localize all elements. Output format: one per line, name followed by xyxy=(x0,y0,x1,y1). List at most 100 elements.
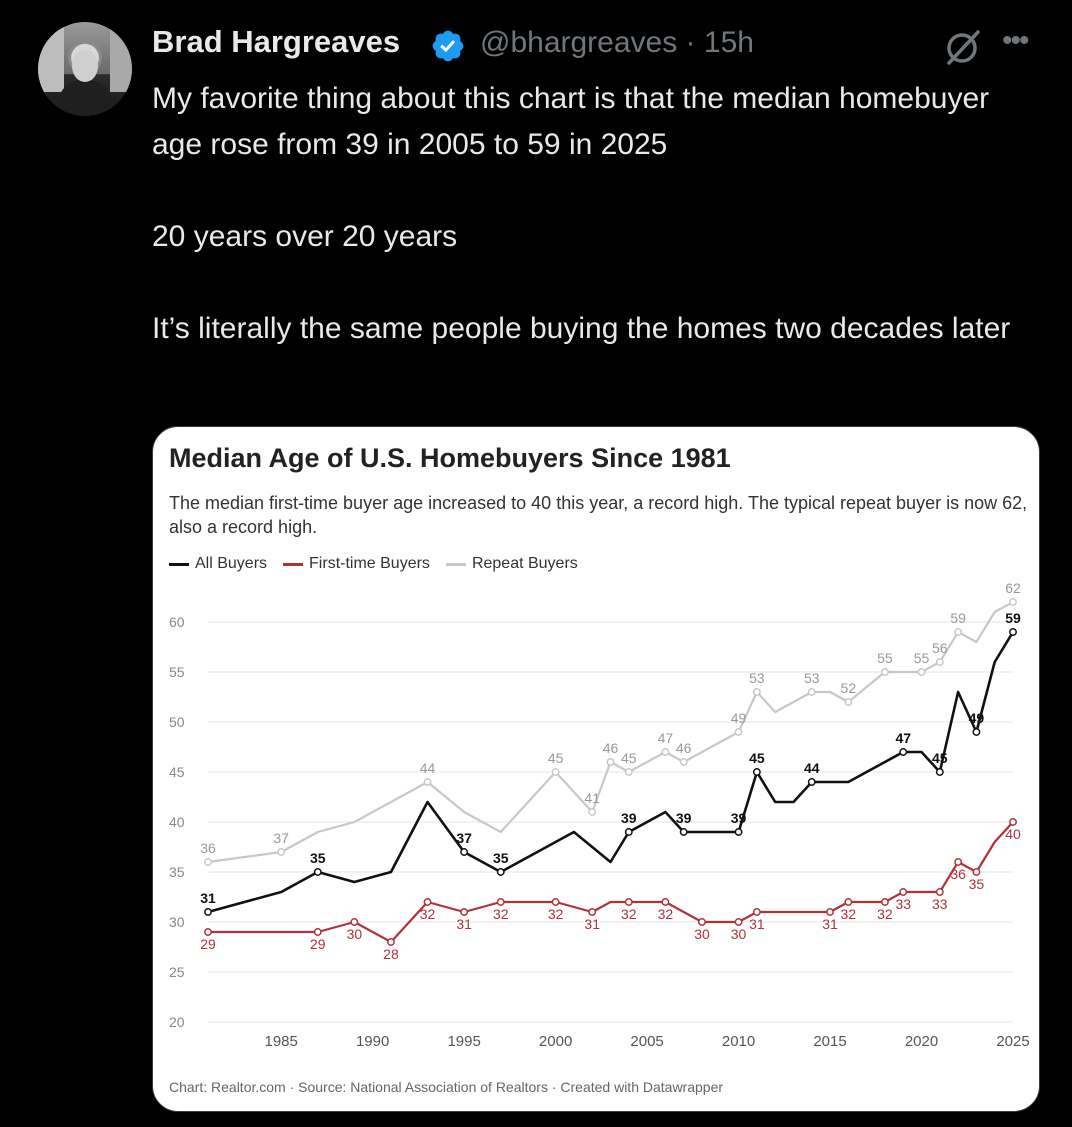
chart-title: Median Age of U.S. Homebuyers Since 1981 xyxy=(169,443,731,473)
chart-card[interactable]: Median Age of U.S. Homebuyers Since 1981… xyxy=(152,426,1040,1112)
data-label: 44 xyxy=(420,760,436,776)
data-label: 32 xyxy=(658,906,674,922)
y-tick-label: 35 xyxy=(169,864,185,880)
data-label: 40 xyxy=(1005,826,1021,842)
data-label: 33 xyxy=(932,896,948,912)
data-label: 55 xyxy=(877,650,893,666)
data-label: 39 xyxy=(731,810,747,826)
data-label: 59 xyxy=(950,610,966,626)
data-point xyxy=(588,908,597,916)
data-label: 31 xyxy=(200,890,216,906)
data-point xyxy=(1009,818,1017,826)
handle-and-time[interactable]: @bhargreaves · 15h xyxy=(480,26,754,59)
data-point xyxy=(606,758,615,766)
data-point xyxy=(204,908,212,916)
data-point xyxy=(1009,598,1017,606)
data-point xyxy=(661,748,670,756)
data-label: 39 xyxy=(621,810,637,826)
data-point xyxy=(935,658,944,666)
data-point xyxy=(204,928,212,936)
y-tick-label: 45 xyxy=(169,764,185,780)
data-label: 31 xyxy=(749,916,765,932)
data-label: 46 xyxy=(603,740,619,756)
data-label: 45 xyxy=(932,750,948,766)
x-tick-label: 1985 xyxy=(264,1033,297,1050)
data-label: 62 xyxy=(1005,580,1021,596)
y-tick-label: 30 xyxy=(169,914,185,930)
data-point xyxy=(972,728,981,736)
data-label: 29 xyxy=(310,936,326,952)
y-tick-label: 20 xyxy=(169,1014,185,1030)
tweet-text: My favorite thing about this chart is th… xyxy=(152,82,1011,345)
data-point xyxy=(752,908,761,916)
y-tick-label: 25 xyxy=(169,964,185,980)
data-point xyxy=(423,898,432,906)
series-line-repeat-buyers xyxy=(207,601,1014,864)
data-label: 52 xyxy=(841,680,857,696)
data-label: 47 xyxy=(658,730,674,746)
data-point xyxy=(954,858,963,866)
y-tick-label: 55 xyxy=(169,664,185,680)
display-name[interactable]: Brad Hargreaves xyxy=(152,24,401,59)
data-point xyxy=(350,918,359,926)
data-label: 32 xyxy=(841,906,857,922)
data-label: 28 xyxy=(383,946,399,962)
data-label: 39 xyxy=(676,810,692,826)
data-label: 32 xyxy=(493,906,509,922)
data-point xyxy=(313,928,322,936)
data-label: 31 xyxy=(822,916,838,932)
data-label: 49 xyxy=(969,710,985,726)
data-point xyxy=(954,628,963,636)
data-point xyxy=(624,828,633,836)
data-point xyxy=(460,908,469,916)
data-point xyxy=(935,768,944,776)
grok-icon[interactable] xyxy=(942,24,986,68)
data-label: 35 xyxy=(969,876,985,892)
data-point xyxy=(734,828,743,836)
data-point xyxy=(588,808,597,816)
avatar[interactable] xyxy=(38,22,132,116)
data-point xyxy=(935,888,944,896)
data-label: 53 xyxy=(749,670,765,686)
data-label: 41 xyxy=(584,790,600,806)
data-label: 35 xyxy=(493,850,509,866)
more-options-icon[interactable]: ••• xyxy=(1002,24,1029,57)
data-label: 31 xyxy=(456,916,472,932)
data-label: 32 xyxy=(877,906,893,922)
data-label: 53 xyxy=(804,670,820,686)
data-label: 32 xyxy=(548,906,564,922)
data-point xyxy=(496,898,505,906)
data-point xyxy=(844,898,853,906)
data-label: 37 xyxy=(273,830,289,846)
y-tick-label: 50 xyxy=(169,714,185,730)
x-tick-label: 1990 xyxy=(356,1033,389,1050)
data-label: 47 xyxy=(895,730,911,746)
data-point xyxy=(972,868,981,876)
data-point xyxy=(661,898,670,906)
chart-legend: All Buyers First-time Buyers Repeat Buye… xyxy=(169,555,578,573)
x-tick-label: 2000 xyxy=(539,1033,572,1050)
data-point xyxy=(460,848,469,856)
data-point xyxy=(734,728,743,736)
chart-subtitle: The median first-time buyer age increase… xyxy=(169,493,1028,537)
data-point xyxy=(752,688,761,696)
data-point xyxy=(277,848,286,856)
y-tick-label: 60 xyxy=(169,614,185,630)
data-label: 56 xyxy=(932,640,948,656)
data-point xyxy=(752,768,761,776)
data-point xyxy=(496,868,505,876)
data-point xyxy=(313,868,322,876)
data-point xyxy=(917,668,926,676)
data-point xyxy=(826,908,834,916)
x-tick-label: 1995 xyxy=(447,1033,480,1050)
data-point xyxy=(899,888,908,896)
data-point xyxy=(698,918,706,926)
x-tick-label: 2010 xyxy=(722,1033,755,1050)
data-label: 59 xyxy=(1005,610,1021,626)
data-point xyxy=(1009,628,1017,636)
data-label: 32 xyxy=(420,906,436,922)
data-point xyxy=(551,898,560,906)
data-label: 45 xyxy=(548,750,564,766)
data-label: 55 xyxy=(914,650,930,666)
